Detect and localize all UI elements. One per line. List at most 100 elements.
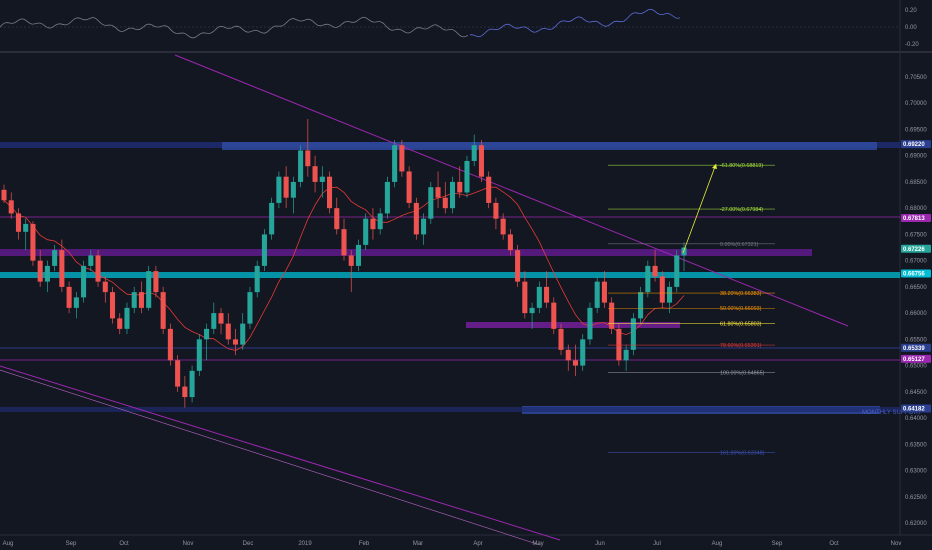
candle-body (88, 255, 94, 266)
candle-body (616, 328, 622, 361)
time-tick-label: Dec (243, 541, 254, 547)
candle-body (406, 171, 412, 203)
resistance-zone-highlight (222, 142, 877, 150)
candle-body (681, 247, 687, 256)
fib-level-label: 61.80%(0.65803) (720, 321, 762, 327)
candle-body (305, 150, 311, 167)
time-tick-label: Oct (119, 541, 129, 547)
support-resistance-zones[interactable] (0, 142, 900, 414)
candle-body (392, 145, 398, 182)
oscillator-tick-label: 0.20 (905, 8, 917, 14)
price-tick-label: 0.69500 (905, 127, 927, 133)
price-tag-label: 0.67813 (903, 216, 925, 222)
price-tags: 0.69220 0.67813 0.67226 0.66756 0.65339 0.651… (901, 140, 931, 413)
fib-level-label: 100.00%(0.64865) (720, 371, 765, 377)
candle-body (59, 250, 65, 287)
price-tick-label: 0.64000 (905, 416, 927, 422)
candle-body (182, 386, 188, 398)
candle-body (507, 234, 513, 251)
candle-body (601, 281, 607, 303)
candle-body (457, 181, 463, 193)
candle-body (355, 244, 361, 266)
price-tick-label: 0.67500 (905, 232, 927, 238)
time-tick-label: Nov (183, 541, 194, 547)
price-tick-label: 0.66500 (905, 285, 927, 291)
time-tick-label: Sep (66, 541, 77, 547)
price-tick-label: 0.63500 (905, 442, 927, 448)
candle-body (66, 286, 72, 308)
candle-body (247, 292, 253, 324)
candle-body (442, 197, 448, 209)
candle-body (493, 202, 499, 219)
price-tick-label: 0.63000 (905, 469, 927, 475)
candle-body (587, 307, 593, 340)
candle-body (399, 145, 405, 172)
candle-body (659, 276, 665, 303)
fibonacci-extension[interactable]: -61.80%(0.68819) -27.00%(0.67984) 0.00%(0.… (608, 163, 775, 456)
price-tick-label: 0.64500 (905, 390, 927, 396)
candle-body (384, 181, 390, 214)
candle-body (8, 200, 14, 214)
candle-body (529, 307, 535, 314)
candle-body (1, 189, 7, 201)
price-tick-label: 0.68000 (905, 206, 927, 212)
purple-zone-lower (466, 322, 680, 328)
candle-body (218, 313, 224, 324)
candle-body (428, 187, 434, 219)
candle-body (421, 218, 427, 235)
candle-body (522, 281, 528, 314)
candle-body (131, 292, 137, 308)
price-tag-label: 0.67226 (903, 247, 925, 253)
candle-body (348, 255, 354, 266)
candle-body (471, 145, 477, 161)
candle-body (95, 255, 101, 282)
candle-body (370, 218, 376, 230)
candle-body (290, 181, 296, 198)
candle-body (124, 307, 130, 329)
candle-body (377, 213, 383, 230)
time-tick-label: Apr (473, 541, 482, 547)
candle-body (254, 265, 260, 293)
candle-body (232, 339, 239, 345)
price-tag-label: 0.64182 (903, 407, 925, 413)
candle-body (652, 265, 658, 277)
time-axis[interactable]: Aug Sep Oct Nov Dec 2019 Feb Mar Apr May Jun Jul Aug… (3, 541, 902, 547)
price-tick-label: 0.62000 (905, 521, 927, 527)
time-tick-label: Jul (653, 541, 661, 547)
candle-body (558, 328, 564, 350)
candle-body (81, 265, 87, 298)
candle-body (196, 339, 202, 371)
fib-level-label: 50.00%(0.66093) (720, 306, 762, 312)
candle-body (363, 218, 369, 245)
trendlines[interactable] (0, 54, 849, 546)
candle-body (204, 328, 210, 340)
candle-body (146, 271, 152, 308)
candle-body (117, 318, 123, 329)
price-tick-label: 0.69000 (905, 154, 927, 160)
time-tick-label: May (532, 541, 543, 547)
candle-body (44, 265, 50, 282)
candle-body (153, 271, 159, 293)
candle-body (138, 292, 144, 308)
candle-body (500, 218, 506, 235)
fib-level-label: 78.60%(0.65391) (720, 343, 762, 349)
purple-zone-upper (0, 249, 812, 256)
price-tag-box (901, 343, 931, 352)
candle-body (283, 176, 289, 198)
price-tick-label: 0.62500 (905, 495, 927, 501)
price-tick-label: 0.66000 (905, 311, 927, 317)
moving-average-line (3, 186, 685, 351)
candle-body (327, 176, 333, 209)
price-axis[interactable]: 0.70500 0.70000 0.69500 0.69000 0.68500 0.680… (905, 75, 927, 527)
time-tick-label: Aug (3, 541, 14, 547)
candle-body (23, 223, 29, 232)
price-tick-label: 0.65000 (905, 364, 927, 370)
price-tag-box (901, 213, 931, 222)
candle-body (435, 187, 441, 198)
oscillator-pane (0, 8, 900, 39)
candle-body (594, 281, 600, 308)
time-tick-label: 2019 (298, 541, 312, 547)
candle-body (276, 176, 282, 203)
time-tick-label: Sep (772, 541, 783, 547)
